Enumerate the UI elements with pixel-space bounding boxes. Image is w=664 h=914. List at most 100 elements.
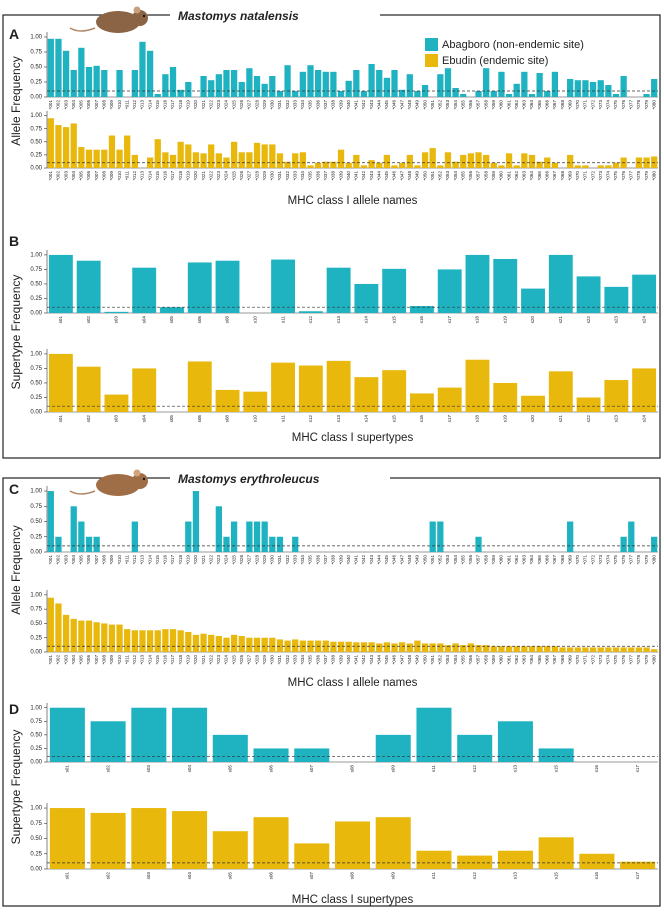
x-tick-label: *021 — [201, 171, 206, 181]
bar — [48, 353, 73, 412]
bar — [460, 94, 467, 97]
bar — [192, 152, 200, 168]
bar — [582, 647, 589, 652]
bar — [399, 642, 406, 652]
bar — [483, 154, 490, 168]
x-tick-label: *023 — [216, 555, 221, 565]
bar — [269, 76, 276, 97]
x-tick-label: *078 — [636, 555, 641, 565]
bar — [497, 850, 533, 869]
bar — [330, 71, 337, 97]
bar — [353, 642, 360, 652]
bar — [437, 269, 462, 313]
bar — [513, 165, 520, 168]
x-tick-label: *030 — [270, 171, 275, 181]
bar — [131, 70, 138, 97]
x-tick-label: *032 — [285, 555, 290, 565]
x-tick-label: *028 — [254, 100, 259, 110]
bar — [78, 620, 85, 652]
x-tick-label: *064 — [529, 555, 534, 565]
bar — [536, 161, 543, 168]
bar — [230, 521, 238, 552]
bar — [177, 141, 184, 168]
bar — [416, 707, 452, 762]
x-tick-label: *005 — [79, 171, 84, 181]
x-tick-label: s14 — [364, 415, 369, 423]
bar — [269, 637, 276, 652]
bar — [47, 118, 54, 168]
x-tick-label: s10 — [253, 415, 258, 423]
x-tick-label: *017 — [170, 655, 175, 665]
x-tick-label: *045 — [384, 100, 389, 110]
bar — [376, 162, 383, 168]
bar — [326, 360, 351, 412]
x-tick-label: *013 — [140, 655, 145, 665]
x-tick-label: s02 — [86, 316, 91, 324]
bar — [612, 94, 620, 97]
bar — [429, 521, 436, 552]
x-tick-label: s11 — [280, 415, 285, 423]
x-tick-label: *080 — [651, 171, 656, 181]
x-tick-label: *020 — [193, 655, 198, 665]
bar — [93, 622, 100, 652]
x-tick-label: *020 — [193, 555, 198, 565]
x-tick-label: *016 — [163, 171, 168, 181]
bar — [551, 162, 559, 168]
x-tick-label: s18 — [475, 415, 480, 423]
bar — [131, 521, 138, 552]
bar — [246, 68, 253, 97]
y-tick-label: 0.50 — [30, 621, 42, 627]
x-tick-label: *029 — [262, 100, 267, 110]
bar — [154, 139, 161, 168]
x-tick-label: *048 — [407, 655, 412, 665]
x-tick-label: *012 — [132, 555, 137, 565]
x-tick-label: *039 — [338, 171, 343, 181]
x-tick-label: s17 — [635, 872, 640, 880]
panel-letter: D — [9, 701, 19, 717]
x-tick-label: s17 — [635, 765, 640, 773]
bar — [253, 521, 261, 552]
bar — [444, 152, 452, 168]
bar — [391, 70, 398, 97]
bar — [314, 70, 322, 97]
bar — [429, 148, 436, 168]
x-tick-label: *031 — [277, 655, 282, 665]
x-tick-label: *036 — [315, 100, 320, 110]
bar — [505, 153, 513, 168]
x-tick-label: *074 — [606, 655, 611, 665]
x-tick-label: *065 — [537, 100, 542, 110]
bar — [628, 647, 635, 652]
bar — [382, 370, 407, 412]
bar — [55, 125, 62, 168]
x-tick-label: *010 — [117, 171, 122, 181]
x-tick-label: *073 — [598, 555, 603, 565]
bar — [101, 623, 108, 652]
bar — [465, 359, 490, 412]
bar — [475, 91, 482, 97]
bar — [406, 643, 413, 652]
bar — [70, 506, 77, 552]
bar — [589, 82, 597, 97]
bar — [620, 76, 627, 97]
x-tick-label: *041 — [354, 655, 359, 665]
y-tick-label: 1.00 — [30, 592, 42, 598]
y-axis-title: Allele Frequency — [9, 56, 23, 145]
bar — [605, 165, 612, 168]
bar — [567, 521, 574, 552]
x-tick-label: *028 — [254, 555, 259, 565]
x-tick-label: s02 — [86, 415, 91, 423]
bar — [513, 83, 520, 97]
bar — [55, 603, 62, 652]
bar — [177, 630, 184, 652]
x-tick-label: *054 — [453, 655, 458, 665]
x-tick-label: *030 — [270, 555, 275, 565]
bar — [124, 135, 131, 168]
bar — [651, 79, 658, 97]
x-tick-label: s03 — [146, 872, 151, 880]
x-tick-label: *073 — [598, 171, 603, 181]
bar — [47, 597, 54, 652]
panel-letter: C — [9, 481, 19, 497]
x-tick-label: *050 — [422, 171, 427, 181]
x-tick-label: s15 — [553, 872, 558, 880]
x-tick-label: *048 — [407, 171, 412, 181]
